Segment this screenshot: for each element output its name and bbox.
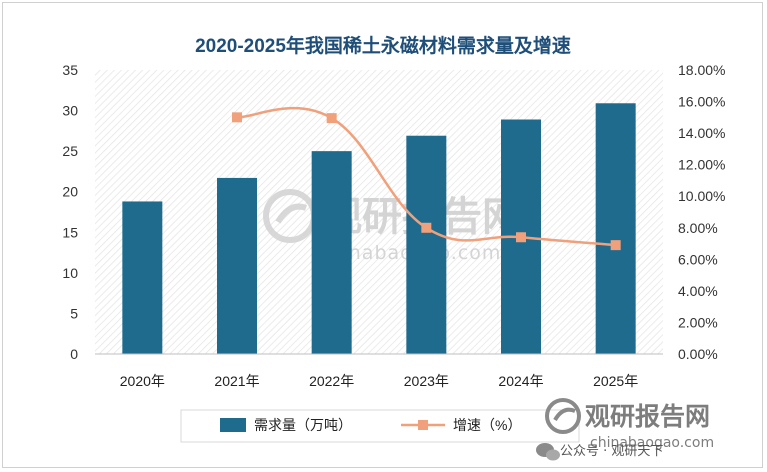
y-right-tick-1: 2.00% [678, 314, 718, 330]
growth-point-5 [610, 240, 621, 251]
y-left-tick-2: 10 [62, 265, 78, 281]
y-right-tick-2: 4.00% [678, 283, 718, 299]
plot-area [95, 70, 663, 354]
y-axis-right: 0.00% 2.00% 4.00% 6.00% 8.00% 10.00% 12.00% 14.… [678, 62, 725, 362]
y-left-tick-0: 0 [70, 346, 78, 362]
y-right-tick-0: 0.00% [678, 346, 718, 362]
x-tick-0: 2020年 [120, 373, 165, 389]
legend-box [180, 409, 580, 443]
brand-logo-icon [545, 398, 581, 434]
x-tick-3: 2023年 [404, 373, 449, 389]
x-tick-5: 2025年 [593, 373, 638, 389]
y-left-tick-3: 15 [62, 224, 78, 240]
brand-overlay: 观研报告网 chinabaogao.com 公众号 · 观研天下 [536, 398, 714, 461]
legend-label-line: 增速（%） [453, 417, 521, 433]
legend-swatch-bar [220, 418, 246, 432]
y-right-tick-9: 18.00% [678, 62, 725, 78]
line-series [232, 106, 621, 251]
x-tick-1: 2021年 [214, 373, 259, 389]
bar-3 [406, 135, 447, 354]
y-right-tick-6: 12.00% [678, 157, 725, 173]
y-left-tick-4: 20 [62, 184, 78, 200]
wechat-icon [536, 443, 560, 461]
bar-0 [122, 201, 163, 354]
brand-name-cn: 观研报告网 [585, 402, 710, 431]
bar-1 [217, 177, 257, 354]
wechat-account: 公众号 · 观研天下 [560, 444, 663, 459]
y-right-tick-3: 6.00% [678, 251, 718, 267]
y-right-tick-5: 10.00% [678, 188, 725, 204]
bar-series [122, 103, 636, 354]
y-right-tick-8: 16.00% [678, 94, 725, 110]
brand-name-en: chinabaogao.com [590, 435, 714, 451]
legend-label-bar: 需求量（万吨） [254, 417, 352, 433]
y-axis-left: 0 5 10 15 20 25 30 35 [62, 62, 78, 362]
bar-5 [595, 103, 636, 354]
y-left-tick-7: 35 [62, 62, 78, 78]
y-right-tick-7: 14.00% [678, 125, 725, 141]
growth-point-3 [421, 222, 432, 233]
x-tick-4: 2024年 [498, 373, 543, 389]
y-left-tick-6: 30 [62, 103, 78, 119]
y-left-tick-5: 25 [62, 143, 78, 159]
growth-point-4 [516, 232, 526, 243]
x-tick-2: 2022年 [309, 373, 354, 389]
legend-swatch-marker [418, 420, 428, 430]
growth-point-1 [232, 112, 242, 123]
y-right-tick-4: 8.00% [678, 220, 718, 236]
growth-point-2 [326, 113, 337, 124]
x-axis-labels: 2020年 2021年 2022年 2023年 2024年 2025年 [120, 373, 638, 389]
chart-title: 2020-2025年我国稀土永磁材料需求量及增速 [195, 34, 571, 57]
legend: 需求量（万吨） 增速（%） [180, 409, 580, 443]
y-left-tick-1: 5 [70, 305, 78, 321]
bar-2 [311, 151, 352, 354]
